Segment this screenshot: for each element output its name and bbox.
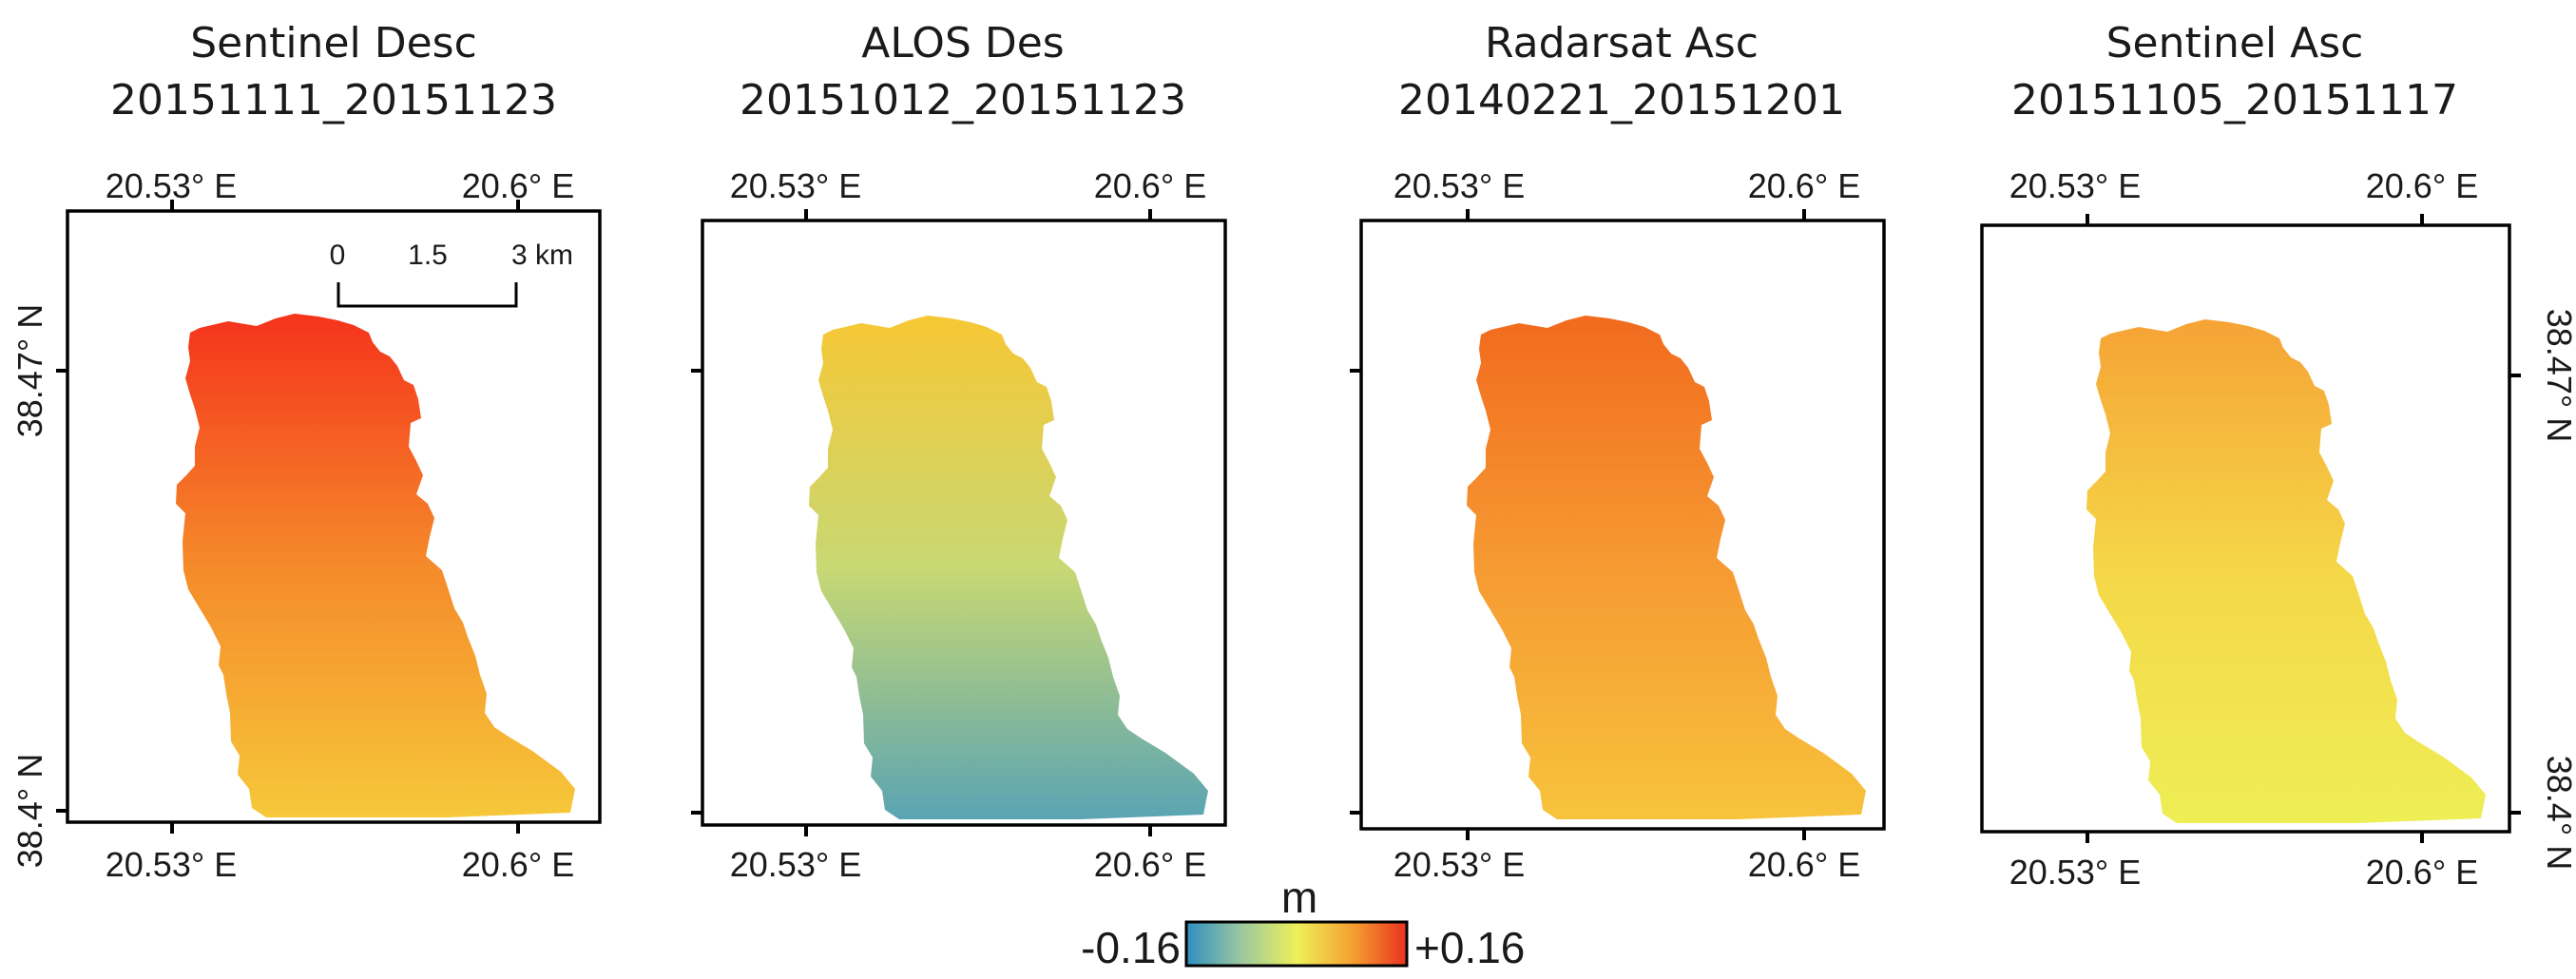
colorbar-min-label: -0.16 [1081, 923, 1181, 972]
displacement-area [2086, 319, 2486, 823]
panel-subtitle: 20151105_20151117 [2011, 76, 2458, 125]
map-panel-sentinel-asc: Sentinel Asc 20151105_20151117 20.53° E … [1980, 19, 2576, 892]
scale-bar-line [336, 282, 518, 308]
lon-label-bottom-left: 20.53° E [106, 845, 238, 884]
lon-label-top-right: 20.6° E [462, 166, 574, 205]
map-frame [701, 219, 1227, 827]
scale-label-0: 0 [330, 240, 346, 271]
scale-bar: 0 1.5 3 km [330, 240, 573, 308]
panel-title: Sentinel Asc [2106, 19, 2364, 67]
map-frame [1359, 219, 1886, 831]
lon-label-top-left: 20.53° E [2009, 166, 2142, 205]
scale-label-end: 3 km [511, 240, 573, 271]
lon-label-bottom-left: 20.53° E [2009, 853, 2142, 892]
colorbar-legend: m -0.16 +0.16 [1081, 873, 1525, 972]
map-panel-sentinel-desc: Sentinel Desc 20151111_20151123 20.53° E… [10, 19, 602, 884]
panel-title: Radarsat Asc [1485, 19, 1759, 67]
lon-label-top-right: 20.6° E [1748, 166, 1860, 205]
panel-title: Sentinel Desc [190, 19, 477, 67]
displacement-area [1467, 316, 1866, 819]
displacement-area [176, 314, 575, 817]
lon-label-bottom-left: 20.53° E [1394, 845, 1526, 884]
lon-label-top-right: 20.6° E [1094, 166, 1206, 205]
lon-label-bottom-right: 20.6° E [2366, 853, 2478, 892]
lat-label-top: 38.47° N [2540, 309, 2576, 442]
lon-label-top-left: 20.53° E [1394, 166, 1526, 205]
panel-subtitle: 20140221_20151201 [1398, 76, 1845, 125]
lat-label-bottom: 38.4° N [2540, 756, 2576, 870]
colorbar-ramp [1184, 920, 1409, 968]
map-panel-alos-des: ALOS Des 20151012_20151123 20.53° E 20.6… [691, 19, 1227, 884]
scale-label-mid: 1.5 [408, 240, 448, 271]
panel-subtitle: 20151111_20151123 [110, 76, 557, 125]
map-panel-radarsat-asc: Radarsat Asc 20140221_20151201 20.53° E … [1350, 19, 1886, 884]
lon-label-bottom-right: 20.6° E [1094, 845, 1206, 884]
panel-subtitle: 20151012_20151123 [740, 76, 1186, 125]
lon-label-bottom-left: 20.53° E [730, 845, 862, 884]
lon-label-top-left: 20.53° E [106, 166, 238, 205]
lat-label-bottom: 38.4° N [10, 754, 49, 868]
displacement-area [809, 316, 1208, 819]
map-frame [66, 209, 602, 824]
map-frame [1980, 223, 2511, 834]
lon-label-bottom-right: 20.6° E [1748, 845, 1860, 884]
colorbar-max-label: +0.16 [1414, 923, 1525, 972]
lon-label-top-left: 20.53° E [730, 166, 862, 205]
lon-label-bottom-right: 20.6° E [462, 845, 574, 884]
lon-label-top-right: 20.6° E [2366, 166, 2478, 205]
lat-label-top: 38.47° N [10, 304, 49, 437]
colorbar-unit: m [1281, 873, 1317, 922]
panel-title: ALOS Des [861, 19, 1064, 67]
